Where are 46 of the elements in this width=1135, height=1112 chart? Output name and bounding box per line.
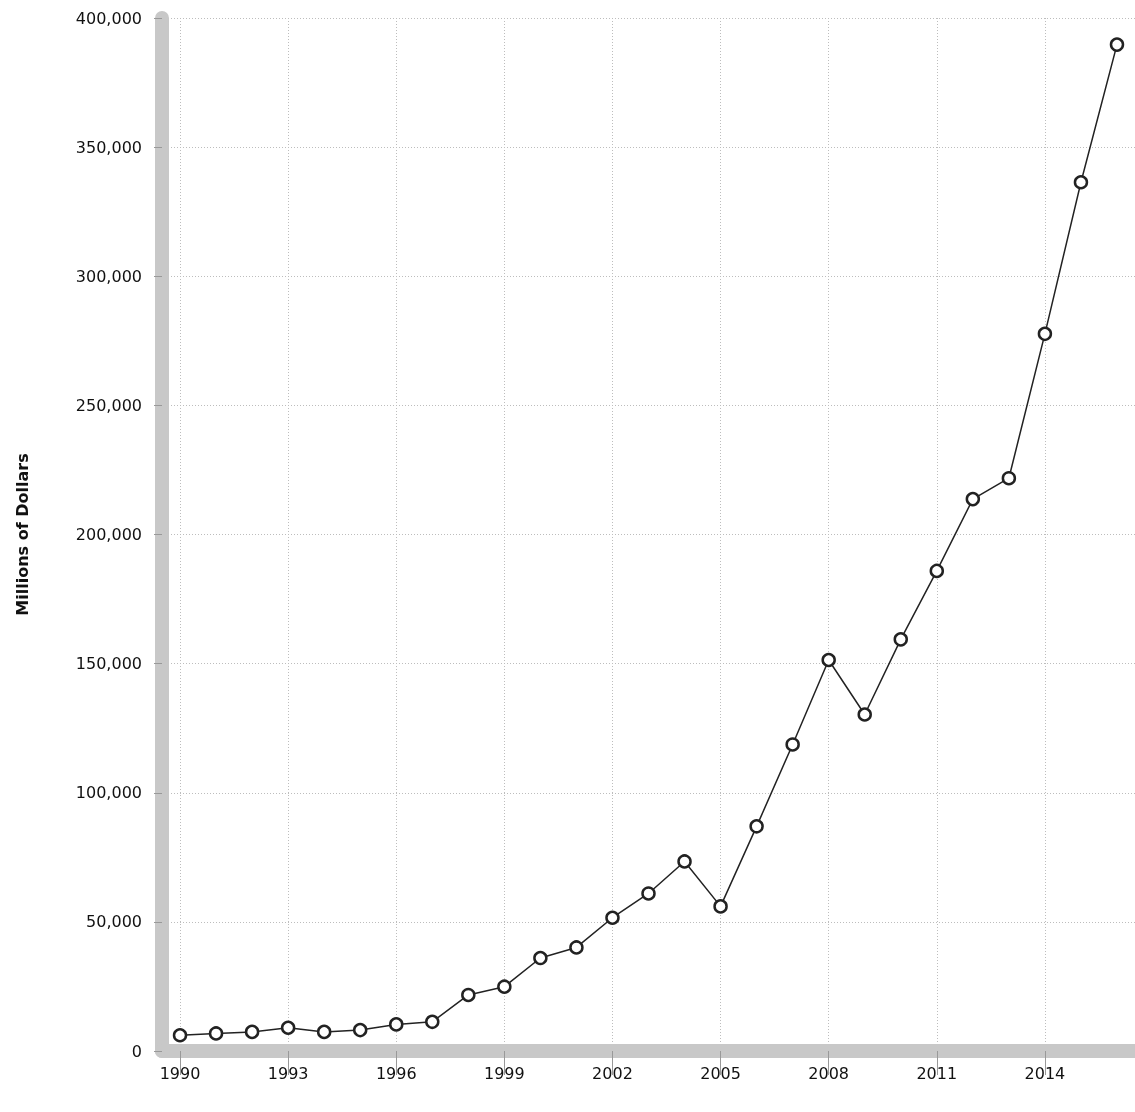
y-tick-label: 50,000 bbox=[86, 912, 142, 932]
point bbox=[497, 979, 512, 994]
point bbox=[208, 1026, 224, 1041]
point bbox=[533, 950, 548, 966]
point bbox=[641, 886, 656, 901]
point bbox=[785, 737, 800, 752]
point bbox=[857, 707, 872, 722]
point bbox=[821, 652, 836, 668]
point bbox=[280, 1020, 296, 1035]
point bbox=[172, 1028, 188, 1043]
y-axis-title: Millions of Dollars bbox=[12, 453, 32, 616]
y-tick-label: 250,000 bbox=[75, 395, 142, 415]
y-tick-label: 200,000 bbox=[75, 525, 142, 544]
x-tick-label: 1996 bbox=[375, 1063, 417, 1083]
x-tick-label: 1990 bbox=[159, 1063, 201, 1083]
point bbox=[425, 1014, 440, 1030]
point bbox=[1109, 37, 1125, 52]
y-tick-label: 0 bbox=[131, 1041, 142, 1061]
x-tick-label: 2014 bbox=[1024, 1063, 1066, 1083]
point bbox=[677, 854, 692, 869]
y-tick-label: 100,000 bbox=[75, 783, 142, 803]
point bbox=[352, 1022, 368, 1038]
point bbox=[244, 1024, 260, 1040]
x-tick-label: 2005 bbox=[700, 1063, 741, 1083]
point bbox=[1037, 326, 1053, 342]
y-tick-label: 350,000 bbox=[75, 137, 142, 157]
point bbox=[569, 940, 584, 955]
point bbox=[749, 819, 764, 834]
point bbox=[965, 491, 981, 507]
point bbox=[461, 987, 476, 1003]
y-tick-label: 400,000 bbox=[75, 8, 142, 28]
point bbox=[605, 910, 620, 925]
point bbox=[389, 1017, 404, 1032]
x-tick-label: 2002 bbox=[592, 1063, 633, 1083]
point bbox=[1073, 175, 1089, 190]
point bbox=[316, 1024, 332, 1040]
point bbox=[893, 632, 909, 647]
x-tick-label: 2008 bbox=[808, 1063, 850, 1083]
y-tick-label: 300,000 bbox=[75, 266, 142, 286]
point bbox=[929, 563, 945, 579]
point bbox=[1001, 470, 1017, 486]
x-tick-label: 1999 bbox=[483, 1063, 525, 1083]
point bbox=[713, 899, 728, 914]
x-tick-label: 2011 bbox=[916, 1063, 958, 1083]
y-tick-label: 150,000 bbox=[75, 654, 142, 674]
x-tick-label: 1993 bbox=[267, 1063, 309, 1083]
